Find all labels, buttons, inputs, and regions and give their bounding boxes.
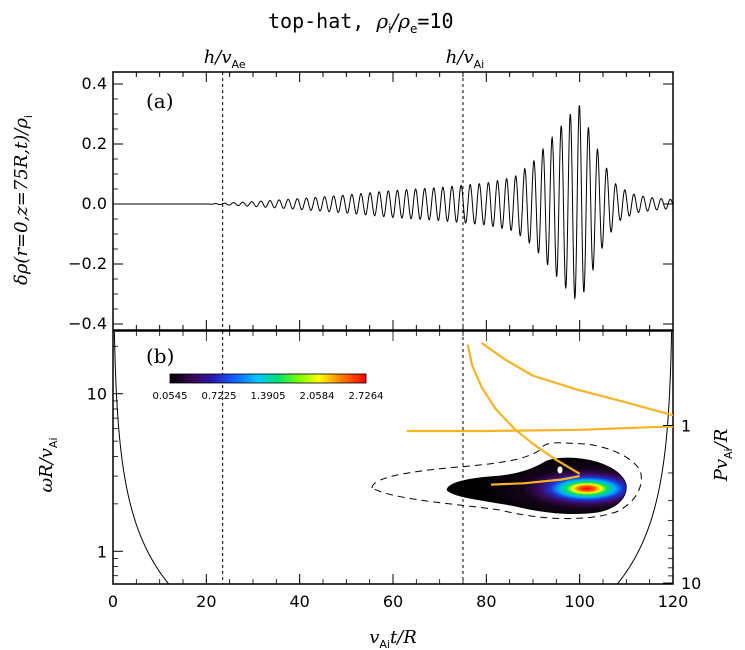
colorbar: [169, 373, 367, 384]
panel-a: h/vAe h/vAi 0.4 0.2 0.0 −0.2 −0.4 (a) δρ(r=0,…: [11, 47, 674, 333]
y-axis-label-b: ωR/vAi: [36, 437, 60, 492]
panel-label-a: (a): [146, 89, 174, 113]
x-tick-label: 120: [658, 592, 689, 611]
panel-b-frame: [112, 330, 674, 585]
x-tick-label: 40: [289, 592, 309, 611]
x-tick-label: 60: [383, 592, 403, 611]
significance-contour-dashed: [371, 442, 642, 520]
y-tick-label-a: 0.0: [82, 194, 107, 213]
vline-group-b: [222, 331, 464, 584]
vline-label: h/vAe: [204, 47, 246, 71]
colorbar-ticks: 0.0545 0.7225 1.3905 2.0584 2.7264: [153, 391, 384, 402]
y2-axis-label: PvAi/R: [711, 429, 735, 483]
wavelet-peak-marker: [556, 465, 564, 475]
x-tick-label: 0: [108, 592, 118, 611]
y-tick-label-a: 0.4: [82, 74, 107, 93]
panel-label-b-backing: [142, 340, 180, 368]
y-tick-label-b: 1: [97, 542, 107, 561]
x-tick-label: 20: [196, 592, 216, 611]
figure-title: top-hat, ρi/ρe=10: [268, 9, 454, 36]
svg-text:top-hat, ρi/ρe=10: top-hat, ρi/ρe=10: [268, 9, 454, 36]
cone-of-influence-left: [113, 331, 170, 584]
density-waveform: [113, 105, 673, 300]
x-tick-label: 80: [476, 592, 496, 611]
dispersion-curve-upper: [481, 342, 673, 417]
y2-tick-label: 1: [681, 417, 691, 436]
x-tick-label: 100: [564, 592, 595, 611]
x-ticks: 0 20 40 60 80 100 120: [108, 331, 688, 611]
panel-a-frame: [112, 71, 674, 331]
y-tick-label-a: −0.2: [68, 254, 107, 273]
vline-label: h/vAi: [446, 47, 484, 71]
dispersion-curve-short: [490, 475, 580, 486]
y2-tick-label: 10: [681, 574, 701, 593]
y2-ticks: 1 10: [663, 417, 701, 593]
colorbar-tick-label: 2.0584: [300, 391, 335, 402]
x-axis-label: vAit/R: [369, 627, 417, 650]
dispersion-curve-flat: [407, 425, 673, 433]
dispersion-curves: [407, 342, 673, 486]
y-ticks-a: 0.4 0.2 0.0 −0.2 −0.4: [68, 72, 674, 333]
panel-b: 0 20 40 60 80 100 120 10 1 1 10 (b) 0.0545 0.7225…: [36, 331, 735, 650]
panel-label-b: (b): [146, 344, 174, 368]
y-ticks-b: 10 1: [87, 345, 123, 577]
colorbar-tick-label: 2.7264: [349, 391, 384, 402]
wavelet-power-region: [446, 457, 627, 515]
dispersion-curve-diagonal: [466, 344, 581, 475]
y-axis-label-a: δρ(r=0,z=75R,t)/ρi: [11, 115, 35, 285]
colorbar-tick-label: 0.7225: [202, 391, 237, 402]
cone-of-influence-right: [616, 331, 673, 584]
colorbar-tick-label: 0.0545: [153, 391, 188, 402]
y-tick-label-a: −0.4: [68, 314, 107, 333]
colorbar-tick-label: 1.3905: [251, 391, 286, 402]
y-tick-label-a: 0.2: [82, 134, 107, 153]
y-tick-label-b: 10: [87, 385, 107, 404]
wavelet-inner-contour: [547, 452, 569, 459]
